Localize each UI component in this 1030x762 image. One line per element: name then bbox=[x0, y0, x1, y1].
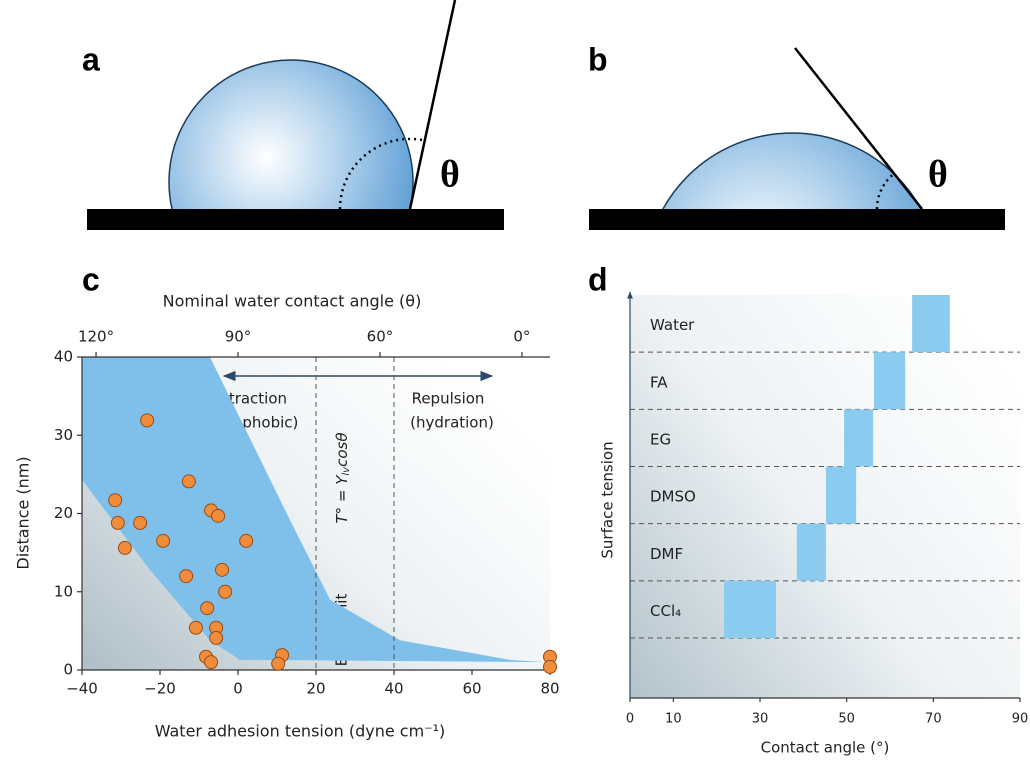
top-axis-title: Nominal water contact angle (θ) bbox=[163, 292, 422, 311]
data-point bbox=[117, 540, 132, 555]
annotation: (hydration) bbox=[410, 414, 494, 432]
droplet bbox=[168, 59, 414, 209]
formula-subscript: lv bbox=[341, 466, 352, 476]
diagram-b: b θ bbox=[588, 41, 1005, 230]
data-point bbox=[211, 508, 226, 523]
bar bbox=[825, 466, 857, 524]
angle-arc bbox=[875, 172, 895, 210]
x-axis-title: Contact angle (°) bbox=[761, 739, 890, 757]
x-tick-label: 60 bbox=[462, 680, 481, 698]
plot-background bbox=[630, 295, 1020, 698]
panel-label: b bbox=[588, 41, 608, 77]
angle-arc bbox=[338, 137, 425, 210]
x-tick-label: 40 bbox=[384, 680, 403, 698]
y-axis-title: Surface tension bbox=[599, 441, 617, 558]
x-tick-label: 30 bbox=[752, 712, 769, 727]
data-point bbox=[543, 659, 557, 674]
data-point bbox=[181, 474, 196, 489]
category-label: EG bbox=[650, 430, 671, 448]
bar bbox=[796, 523, 826, 581]
bar bbox=[724, 580, 777, 638]
data-point bbox=[108, 493, 123, 508]
panel-label: d bbox=[588, 261, 608, 297]
panel-label: c bbox=[82, 261, 100, 297]
data-point bbox=[239, 533, 254, 548]
top-tick-label: 60° bbox=[367, 328, 394, 346]
data-point bbox=[188, 620, 203, 635]
data-point bbox=[140, 413, 155, 428]
x-tick-label: 10 bbox=[665, 712, 682, 727]
tangent-line bbox=[794, 47, 923, 210]
category-label: DMSO bbox=[650, 488, 696, 506]
top-tick-label: 90° bbox=[225, 328, 252, 346]
data-point bbox=[110, 515, 125, 530]
x-axis-title: Water adhesion tension (dyne cm⁻¹) bbox=[155, 722, 446, 741]
x-tick-label: −40 bbox=[66, 680, 98, 698]
x-tick-label: 90 bbox=[1012, 712, 1029, 727]
droplet bbox=[662, 132, 922, 209]
x-tick-label: 50 bbox=[838, 712, 855, 727]
category-label: Water bbox=[650, 316, 695, 334]
x-tick-label: 80 bbox=[540, 680, 559, 698]
x-tick-label: 0 bbox=[233, 680, 243, 698]
tangent-line bbox=[408, 0, 457, 210]
x-tick-label: 20 bbox=[306, 680, 325, 698]
x-tick-label: 0 bbox=[626, 712, 634, 727]
bar bbox=[873, 352, 906, 410]
y-tick-label: 30 bbox=[54, 426, 73, 444]
annotation: Repulsion bbox=[412, 390, 485, 408]
angle-label: θ bbox=[440, 154, 460, 196]
y-axis-title: Distance (nm) bbox=[14, 456, 33, 569]
category-label: FA bbox=[650, 373, 668, 391]
surface bbox=[87, 209, 504, 230]
formula-part: T° = Y bbox=[333, 474, 351, 524]
data-point bbox=[179, 569, 194, 584]
x-tick-label: −20 bbox=[144, 680, 176, 698]
data-point bbox=[209, 630, 224, 645]
y-tick-label: 10 bbox=[54, 582, 73, 600]
y-tick-label: 20 bbox=[54, 504, 73, 522]
range-band bbox=[82, 357, 545, 663]
data-point bbox=[271, 656, 286, 671]
top-tick-label: 120° bbox=[78, 328, 114, 346]
category-label: CCl₄ bbox=[650, 602, 681, 620]
surface bbox=[589, 209, 1005, 230]
formula: T° = Ylvcosθ bbox=[333, 432, 353, 523]
data-point bbox=[133, 515, 148, 530]
bar bbox=[912, 295, 950, 353]
data-point bbox=[215, 562, 230, 577]
x-tick-label: 70 bbox=[925, 712, 942, 727]
category-label: DMF bbox=[650, 545, 683, 563]
bar bbox=[844, 409, 874, 467]
data-point bbox=[218, 584, 233, 599]
panel-label: a bbox=[82, 41, 100, 77]
formula-part: cosθ bbox=[333, 432, 351, 466]
diagram-a: a θ bbox=[82, 0, 504, 230]
data-point bbox=[200, 601, 215, 616]
angle-label: θ bbox=[928, 154, 948, 196]
data-point bbox=[204, 655, 219, 670]
y-tick-label: 40 bbox=[54, 348, 73, 366]
y-tick-label: 0 bbox=[63, 661, 73, 679]
top-tick-label: 0° bbox=[513, 328, 530, 346]
data-point bbox=[156, 533, 171, 548]
